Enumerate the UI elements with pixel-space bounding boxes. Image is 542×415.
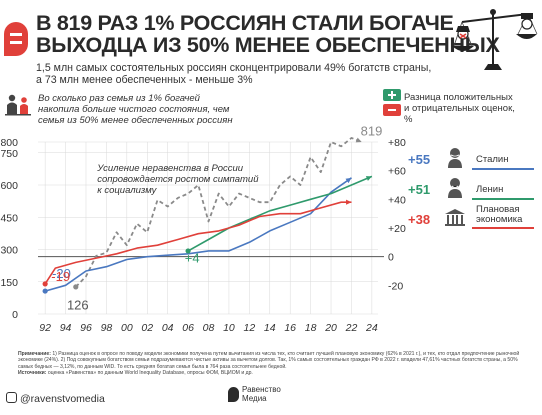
series-lenin-line — [187, 175, 373, 252]
stalin-start-dot — [42, 288, 48, 294]
series-inequality-line — [75, 136, 363, 288]
left-tick-label: 0 — [12, 309, 18, 321]
right-axis-caption: Разница положительных и отрицательных оц… — [404, 92, 515, 125]
data-label: 819 — [361, 124, 383, 139]
right-tick-label: +60 — [388, 166, 406, 178]
left-axis-caption: Во сколько раз семья из 1% богачей накоп… — [38, 93, 233, 126]
legend-lenin-line — [472, 198, 534, 200]
page-title: В 819 РАЗ 1% РОССИЯН СТАЛИ БОГАЧЕ ВЫХОДЦ… — [36, 11, 500, 57]
x-tick-label: 14 — [264, 322, 276, 334]
x-tick-label: 96 — [80, 322, 92, 334]
lenin-arrowhead — [365, 176, 372, 181]
x-tick-label: 02 — [141, 322, 153, 334]
stalin-arrowhead — [345, 177, 352, 184]
brand-logo — [4, 22, 28, 56]
stalin-portrait-icon — [448, 148, 462, 168]
left-tick-label: 450 — [0, 212, 18, 224]
series-planned-line — [44, 201, 352, 285]
data-label: -19 — [51, 269, 70, 284]
left-tick-label: 800 — [0, 137, 18, 149]
family-icon — [5, 94, 31, 116]
legend-stalin-label: Сталин — [476, 154, 509, 165]
brand-mark-icon — [228, 387, 239, 402]
chart-annotation: к социализму — [97, 185, 157, 196]
legend-stalin-value: +55 — [408, 152, 431, 167]
data-label: -20 — [52, 266, 71, 281]
x-tick-label: 16 — [284, 322, 296, 334]
series-stalin-line — [44, 177, 352, 292]
inequality-arrowhead — [355, 137, 362, 143]
x-tick-label: 20 — [324, 322, 337, 334]
x-tick-label: 18 — [305, 322, 317, 334]
x-tick-label: 92 — [39, 322, 51, 334]
x-tick-label: 00 — [121, 322, 133, 334]
legend-planned-line — [472, 227, 534, 229]
right-tick-label: -20 — [388, 280, 403, 292]
footnote: Примечание: 1) Разница оценок в опросе п… — [18, 351, 520, 376]
x-tick-label: 98 — [101, 322, 113, 334]
x-tick-label: 10 — [223, 322, 235, 334]
government-building-icon — [445, 209, 465, 226]
x-tick-label: 04 — [162, 322, 174, 334]
lenin-portrait-icon — [448, 178, 462, 198]
legend-stalin-line — [472, 168, 534, 170]
x-tick-label: 12 — [244, 322, 256, 334]
chart-annotation: сопровождается ростом симпатий — [97, 174, 259, 185]
inequality-chart: 92 94 96 98 00 02 04 06 08 10 12 14 16 18 20 22 24 0 150 30… — [0, 124, 406, 334]
legend-lenin-label: Ленин — [476, 184, 504, 195]
brand-footer: Равенство Медиа — [228, 385, 281, 403]
scales-illustration-icon — [452, 9, 538, 70]
data-label: +4 — [185, 250, 200, 265]
right-tick-label: +20 — [388, 223, 406, 235]
right-tick-label: +80 — [388, 137, 406, 149]
x-tick-label: 24 — [365, 322, 378, 334]
legend-lenin-value: +51 — [408, 182, 431, 197]
right-tick-label: 0 — [388, 252, 394, 264]
x-tick-label: 94 — [60, 322, 72, 334]
right-tick-label: +40 — [388, 194, 406, 206]
left-tick-label: 300 — [0, 245, 18, 257]
planned-start-dot — [42, 281, 48, 287]
social-handle[interactable]: @ravenstvomedia — [6, 392, 105, 405]
plus-minus-icon — [383, 89, 401, 116]
x-tick-label: 22 — [345, 322, 358, 334]
x-tick-label: 06 — [182, 322, 194, 334]
x-tick-label: 08 — [203, 322, 215, 334]
chart-annotation: Усиление неравенства в России — [96, 163, 244, 174]
planned-arrowhead — [346, 199, 352, 205]
data-label: 126 — [67, 298, 89, 313]
lenin-start-dot — [185, 248, 191, 254]
page-subtitle: 1,5 млн самых состоятельных россиян скон… — [36, 62, 432, 86]
legend-planned-value: +38 — [408, 212, 431, 227]
left-tick-label: 150 — [0, 277, 18, 289]
left-tick-label: 750 — [0, 148, 18, 160]
instagram-icon — [6, 392, 17, 403]
left-tick-label: 600 — [0, 180, 18, 192]
inequality-start-dot — [73, 284, 79, 290]
legend-planned-label: Плановая экономика — [476, 204, 523, 225]
